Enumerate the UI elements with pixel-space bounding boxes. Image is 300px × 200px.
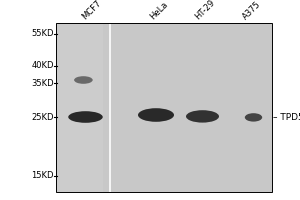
- Text: MCF7: MCF7: [81, 0, 103, 21]
- Bar: [56, 23, 272, 192]
- Text: – TPD52: – TPD52: [273, 112, 300, 121]
- Ellipse shape: [74, 76, 93, 84]
- Text: HT-29: HT-29: [193, 0, 217, 21]
- Text: 15KD: 15KD: [32, 171, 54, 180]
- Text: HeLa: HeLa: [148, 0, 169, 21]
- Text: 55KD: 55KD: [32, 29, 54, 38]
- Ellipse shape: [138, 108, 174, 122]
- Bar: [56, 23, 272, 192]
- Ellipse shape: [245, 113, 262, 122]
- Bar: [56, 23, 103, 192]
- Text: 25KD: 25KD: [32, 112, 54, 121]
- Ellipse shape: [68, 111, 103, 123]
- Text: 35KD: 35KD: [32, 78, 54, 88]
- Ellipse shape: [186, 110, 219, 123]
- Text: A375: A375: [241, 0, 263, 21]
- Text: 40KD: 40KD: [32, 62, 54, 71]
